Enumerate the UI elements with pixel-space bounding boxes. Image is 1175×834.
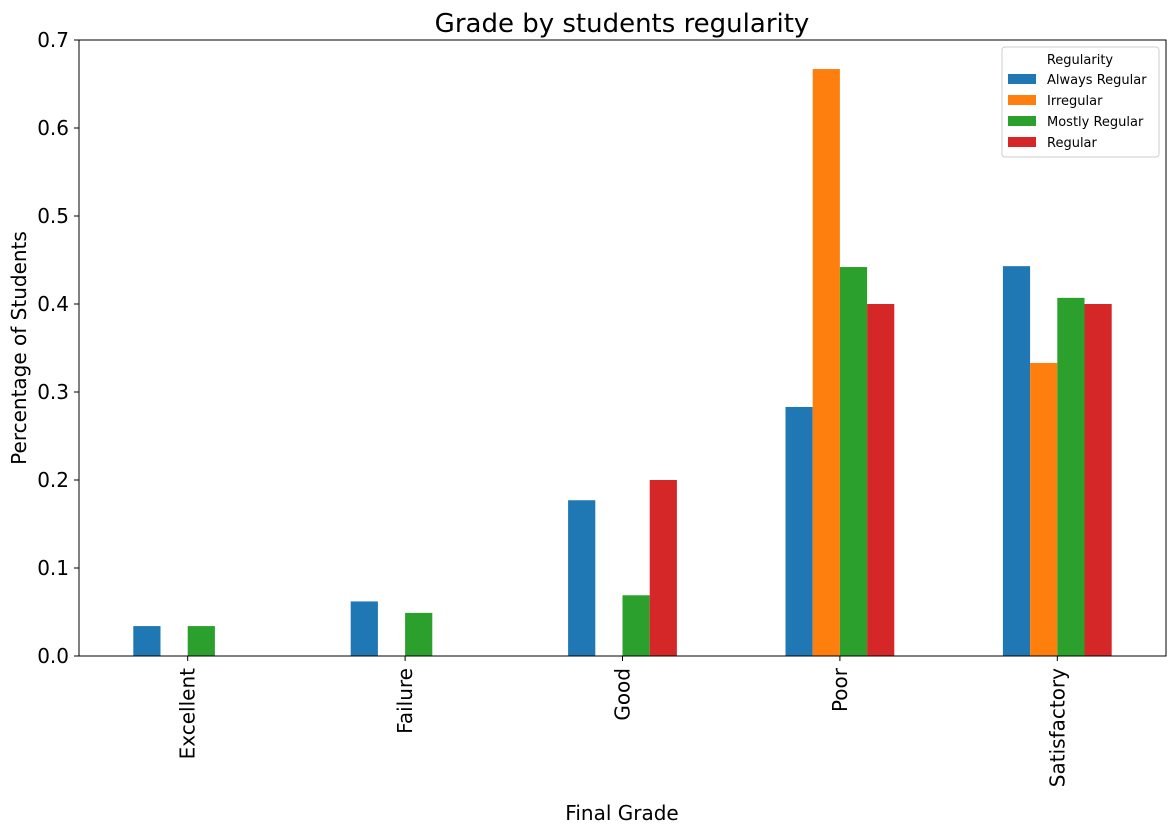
bar bbox=[350, 601, 378, 656]
y-tick-label: 0.2 bbox=[37, 468, 69, 492]
y-tick-label: 0.4 bbox=[37, 292, 69, 316]
y-tick-label: 0.0 bbox=[37, 644, 69, 668]
bar bbox=[867, 304, 895, 656]
legend-swatch bbox=[1008, 137, 1036, 147]
bar bbox=[1002, 266, 1031, 656]
x-tick-label: Excellent bbox=[176, 668, 200, 760]
bar bbox=[405, 612, 433, 656]
legend-swatch bbox=[1008, 95, 1036, 105]
bar bbox=[839, 267, 868, 656]
x-axis-title: Final Grade bbox=[565, 801, 678, 825]
y-tick-label: 0.6 bbox=[37, 116, 69, 140]
bar bbox=[1084, 304, 1112, 656]
bar bbox=[649, 480, 677, 656]
chart-title: Grade by students regularity bbox=[435, 9, 810, 39]
bar bbox=[1030, 362, 1058, 656]
x-tick-label: Poor bbox=[828, 667, 852, 712]
bar bbox=[187, 626, 215, 656]
x-tick-label: Satisfactory bbox=[1045, 668, 1069, 787]
legend-title: Regularity bbox=[1047, 53, 1114, 68]
plot-area: 0.0 0.1 0.2 0.3 0.4 0.5 0.6 0.7 Excellent Failure… bbox=[37, 28, 1167, 787]
y-tick-label: 0.5 bbox=[37, 204, 69, 228]
legend: Regularity Always Regular Irregular Mostly… bbox=[1001, 46, 1160, 158]
legend-label: Mostly Regular bbox=[1047, 115, 1144, 130]
bar bbox=[812, 69, 840, 657]
bar bbox=[133, 626, 161, 656]
x-tick-label: Failure bbox=[393, 668, 417, 734]
y-tick-label: 0.3 bbox=[37, 380, 69, 404]
bar bbox=[1057, 297, 1085, 656]
legend-swatch bbox=[1008, 116, 1036, 126]
legend-label: Regular bbox=[1047, 136, 1098, 151]
y-tick-label: 0.7 bbox=[37, 28, 69, 52]
legend-swatch bbox=[1008, 74, 1036, 84]
bar bbox=[568, 500, 596, 656]
x-tick-label: Good bbox=[611, 668, 635, 721]
y-axis-title: Percentage of Students bbox=[7, 231, 31, 465]
bar bbox=[622, 595, 650, 656]
y-tick-label: 0.1 bbox=[37, 556, 69, 580]
legend-label: Irregular bbox=[1047, 94, 1103, 109]
legend-label: Always Regular bbox=[1047, 73, 1147, 88]
bar bbox=[785, 406, 813, 656]
legend-frame bbox=[1001, 46, 1160, 158]
